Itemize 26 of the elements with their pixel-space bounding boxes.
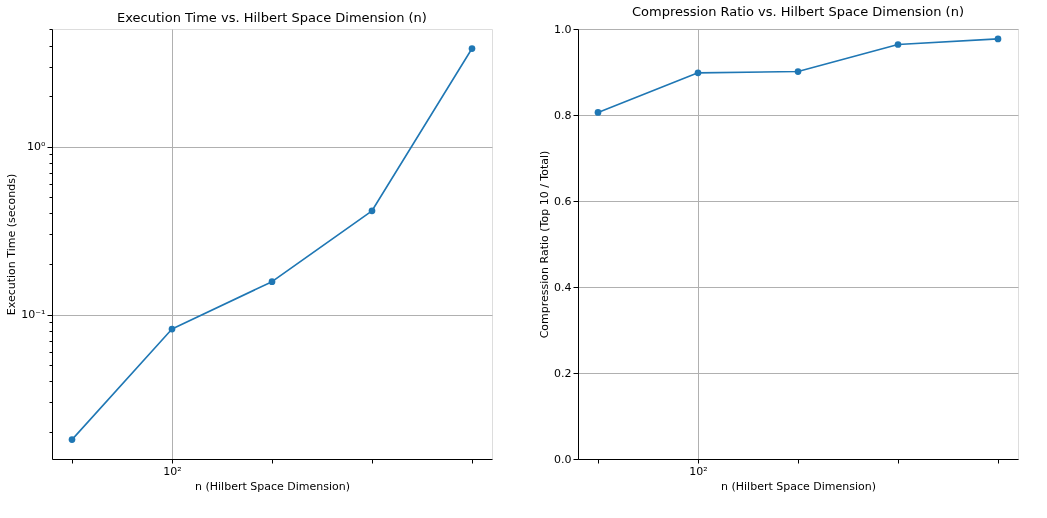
- point: [594, 109, 602, 116]
- y-tick-label: 0.2: [554, 366, 572, 380]
- point: [794, 68, 802, 75]
- point: [468, 45, 476, 52]
- y-axis-title: Execution Time (seconds): [5, 173, 19, 316]
- y-tick-label: 1.0: [554, 22, 572, 36]
- y-tick-label: 10⁰: [27, 140, 47, 154]
- point: [68, 436, 76, 443]
- point: [268, 278, 276, 286]
- point: [168, 325, 176, 333]
- y-tick-label: 10⁻¹: [21, 308, 46, 322]
- point: [694, 69, 702, 77]
- y-tick-label: 0.4: [554, 280, 572, 294]
- y-tick-label: 0.8: [554, 108, 572, 122]
- y-tick-label: 0.6: [554, 194, 572, 208]
- point: [368, 207, 376, 215]
- chart-title: Execution Time vs. Hilbert Space Dimension (n): [117, 9, 427, 25]
- x-axis-title: n (Hilbert Space Dimension): [720, 479, 877, 493]
- point: [894, 41, 902, 48]
- y-axis-title: Compression Ratio (Top 10 / Total): [538, 150, 552, 339]
- y-tick-label: 0.0: [554, 452, 572, 466]
- point: [994, 35, 1002, 43]
- x-axis-title: n (Hilbert Space Dimension): [194, 479, 351, 493]
- x-tick-label: 10²: [163, 464, 182, 478]
- chart-title: Compression Ratio vs. Hilbert Space Dimension (n): [632, 4, 964, 19]
- x-tick-label: 10²: [689, 464, 708, 478]
